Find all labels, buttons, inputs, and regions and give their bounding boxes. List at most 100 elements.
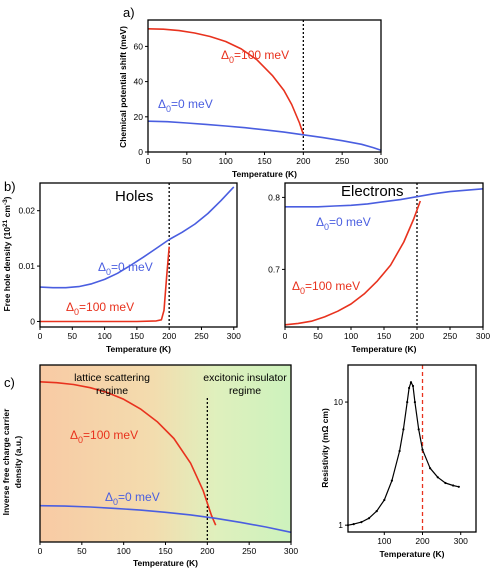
panel-a-label-red-delta: Δ [221, 48, 229, 62]
panel-label-a: a) [123, 5, 135, 20]
panel-c-left-label-red-delta: Δ [70, 428, 78, 442]
panel-a-label-blue-delta: Δ [158, 97, 166, 111]
panel-b-electrons-label-red-delta: Δ [292, 279, 300, 293]
panel-a-ytick-label: 40 [134, 77, 144, 87]
panel-b-electrons-label-blue-rest: =0 meV [329, 215, 371, 229]
panel-b-holes-xtick-label: 250 [194, 331, 208, 341]
panel-c-right-point [352, 523, 355, 526]
panel-b-electrons-series-blue [285, 188, 484, 208]
panel-c-right-point [429, 467, 432, 470]
panel-a-frame [147, 19, 382, 153]
panel-c-left-xlabel: Temperature (K) [133, 558, 198, 568]
panel-c-left-label-blue-rest: =0 meV [118, 490, 160, 504]
panel-c-right-ylabel: Resistivity (mΩ cm) [320, 408, 330, 488]
panel-b-holes-frame [39, 182, 238, 328]
panel-b-holes-label-red: Δ0=100 meV [66, 300, 134, 317]
panel-b-electrons-chart: 0 50 100 150 200 250 300 0.7 0.8 Electrons Tempera… [268, 182, 490, 354]
panel-a-label-red: Δ0=100 meV [221, 48, 289, 65]
panel-b-holes-xlabel: Temperature (K) [106, 344, 171, 354]
panel-c-left-label-blue-delta: Δ [105, 490, 113, 504]
panel-a-series-blue [147, 120, 382, 151]
panel-c-region-lattice-line1: lattice scattering [74, 372, 150, 384]
panel-b-holes-ylabel-main: Free hole density (10 [2, 227, 12, 312]
panel-b-holes-label-red-sub: 0 [74, 307, 79, 317]
panel-c-left-xtick-label: 50 [77, 546, 87, 556]
panel-a-xtick-label: 50 [182, 156, 192, 166]
panel-b-holes-label-blue-delta: Δ [98, 260, 106, 274]
panel-b-holes-series-red [40, 246, 170, 323]
panel-b-holes-label-red-delta: Δ [66, 300, 74, 314]
panel-b-holes-ylabel-sup2: -3 [2, 199, 9, 205]
panel-c-left-xtick-label: 0 [38, 546, 43, 556]
panel-a-label-blue-sub: 0 [166, 104, 171, 114]
panel-a-ytick-label: 60 [134, 41, 144, 51]
panel-c-left-xtick-label: 150 [158, 546, 172, 556]
panel-c-left-label-blue: Δ0=0 meV [105, 490, 160, 507]
panel-c-left-ylabel-line2: density (a.u.) [13, 436, 23, 489]
panel-c-region-excitonic-line1: excitonic insulator [203, 372, 287, 384]
panel-c-right-xlabel: Temperature (K) [379, 549, 444, 559]
panel-c-left-xtick-label: 300 [284, 546, 298, 556]
panel-c-right-point [402, 428, 405, 431]
panel-c-right-point [375, 510, 378, 513]
panel-a-label-blue-rest: =0 meV [171, 97, 213, 111]
panel-b-holes-xtick-label: 50 [68, 331, 78, 341]
panel-b-electrons-xlabel: Temperature (K) [351, 344, 416, 354]
panel-c-right-xtick-label: 200 [415, 536, 429, 546]
panel-b-electrons-xtick-label: 100 [344, 331, 358, 341]
panel-b-electrons-xtick-label: 0 [283, 331, 288, 341]
panel-label-b: b) [4, 179, 16, 194]
panel-c-right-point [367, 517, 371, 520]
panel-a-xtick-label: 150 [257, 156, 271, 166]
panel-c-left-label-red-sub: 0 [78, 435, 83, 445]
panel-c-right-point [444, 481, 447, 485]
panel-c-right-point [398, 449, 401, 453]
panel-c-left-xtick-label: 100 [117, 546, 131, 556]
panel-b-holes-series-blue [39, 186, 235, 289]
panel-b-electrons-ytick-label: 0.8 [268, 192, 280, 202]
panel-c-left-series-blue [39, 504, 292, 534]
panel-c-right-point [390, 479, 393, 482]
panel-a-label-red-rest: =100 meV [234, 48, 289, 62]
panel-c-right-point [360, 521, 363, 524]
panel-b-holes-ytick-label: 0 [30, 316, 35, 326]
panel-a-ytick-label: 0 [138, 147, 143, 157]
panel-label-c: c) [4, 375, 15, 390]
panel-a-label-red-sub: 0 [229, 55, 234, 65]
panel-c-right-point [406, 401, 409, 404]
panel-c-right-point [452, 484, 455, 487]
panel-c-left-label-blue-sub: 0 [113, 497, 118, 507]
panel-a-xtick-label: 200 [296, 156, 310, 166]
panel-c-left-xtick-label: 250 [242, 546, 256, 556]
panel-c-right-point [421, 448, 424, 451]
panel-c-region-excitonic-line2: regime [229, 385, 261, 397]
panel-a-label-blue: Δ0=0 meV [158, 97, 213, 114]
panel-b-electrons-label-red-rest: =100 meV [305, 279, 360, 293]
panel-b-electrons-label-red-sub: 0 [300, 286, 305, 296]
panel-b-electrons-frame [284, 182, 484, 328]
panel-c-right-xtick-label: 300 [454, 536, 468, 546]
panel-a-xtick-label: 100 [219, 156, 233, 166]
panel-b-holes-ytick-label: 0.01 [18, 261, 35, 271]
panel-c-right-xtick-label: 100 [377, 536, 391, 546]
panel-b-holes-label-blue-rest: =0 meV [111, 260, 153, 274]
panel-c-region-lattice-line2: regime [96, 385, 128, 397]
panel-b-holes-label-red-rest: =100 meV [79, 300, 134, 314]
panel-c-right-point [383, 498, 386, 502]
panel-c-right-series-line [347, 381, 459, 526]
panel-c-right-point [409, 381, 413, 384]
panel-b-holes-xtick-label: 0 [38, 331, 43, 341]
panel-c-right-ytick-label: 10 [334, 397, 344, 407]
panel-c-right-point [408, 386, 411, 390]
panel-b-holes-xtick-label: 150 [130, 331, 144, 341]
panel-b-electrons-xtick-label: 200 [410, 331, 424, 341]
panel-b-electrons-label-red: Δ0=100 meV [292, 279, 360, 296]
panel-b-holes-xtick-label: 100 [97, 331, 111, 341]
panel-a-chart: 0 50 100 150 200 250 300 0 20 40 60 Temperature (K)… [118, 19, 388, 179]
panel-c-left-ylabel-line1: Inverse free charge carrier [1, 408, 11, 515]
panel-c-right-point [413, 401, 416, 404]
panel-a-series-red [147, 28, 305, 135]
panel-b-holes-ylabel-mid: cm [2, 205, 12, 220]
panel-c-right-point [457, 485, 460, 488]
